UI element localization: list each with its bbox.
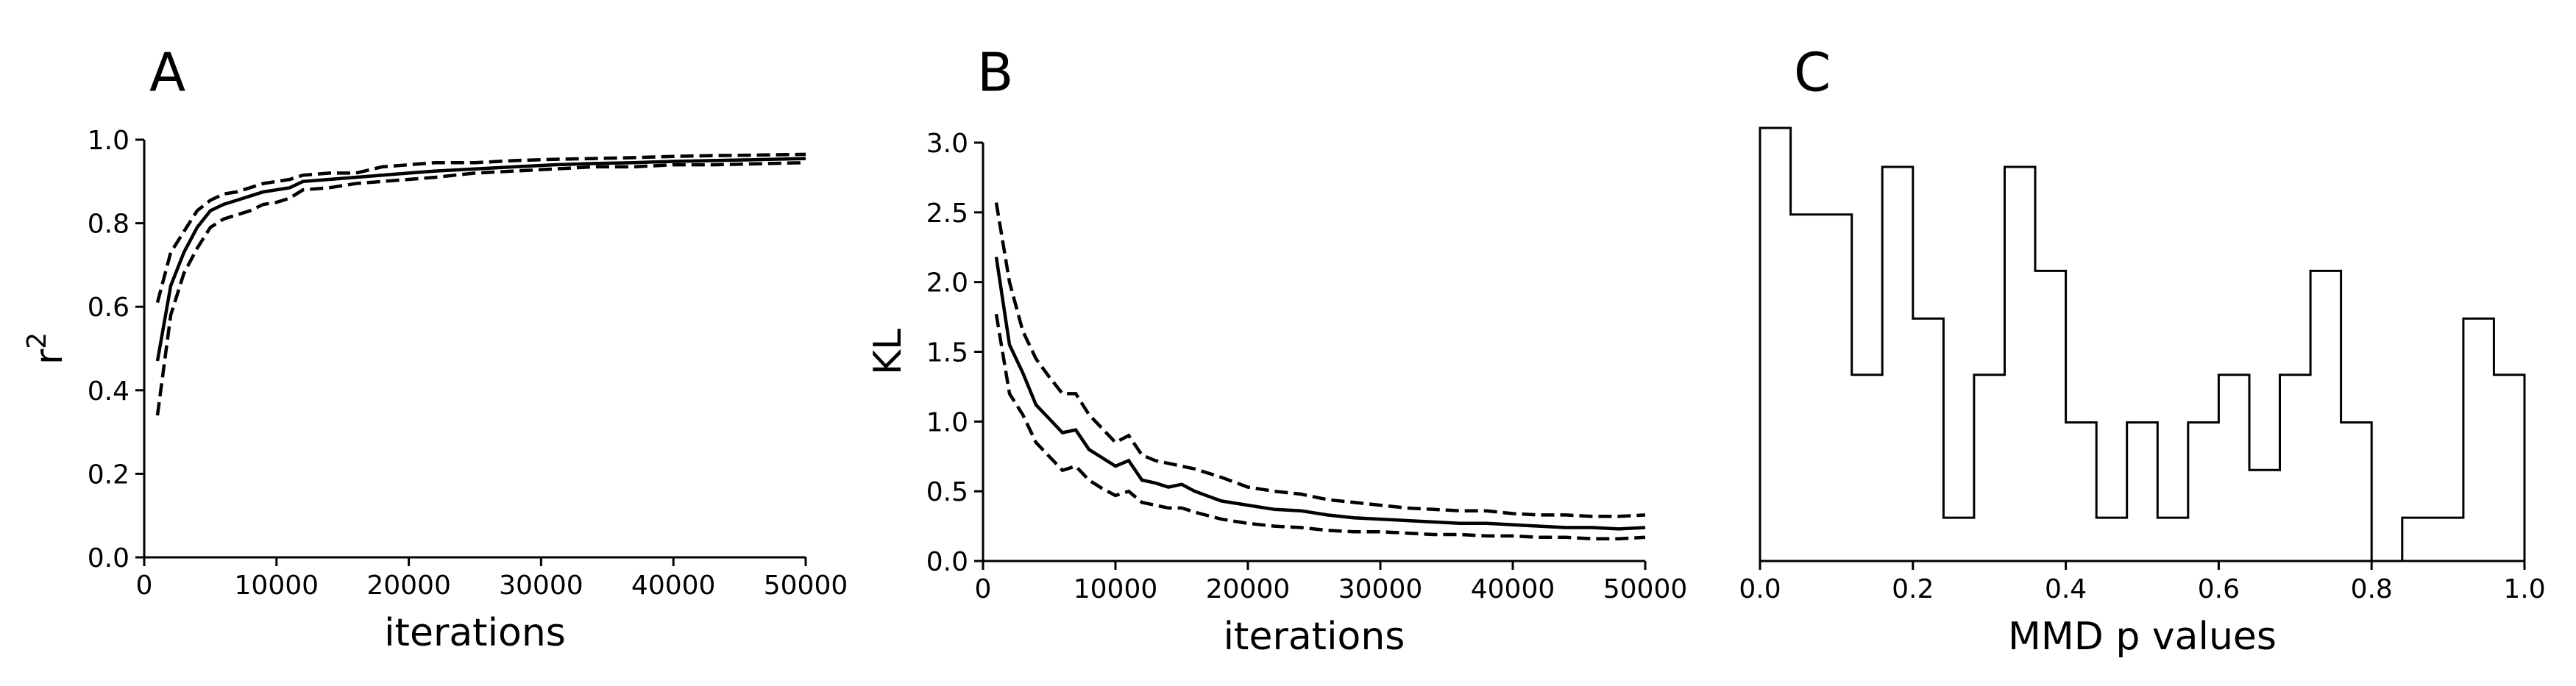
panel-c: C 0.0 0.2 0.4 0.6 0.8 1.0 MMD p values <box>1739 42 2545 659</box>
x-tick-label: 40000 <box>1471 574 1555 604</box>
panel-label: A <box>149 42 185 104</box>
x-tick-label: 10000 <box>235 571 319 601</box>
y-tick-label: 1.5 <box>926 338 968 368</box>
confidence-band-line <box>155 152 806 304</box>
panel-label: C <box>1794 42 1831 104</box>
y-axis-label-superscript: 2 <box>22 332 52 349</box>
y-tick-label: 0.5 <box>926 477 968 507</box>
y-tick-label: 0.8 <box>88 210 129 240</box>
y-tick-label: 0.0 <box>926 547 968 577</box>
y-tick-label: 1.0 <box>88 126 129 156</box>
y-tick-label: 1.0 <box>926 407 968 437</box>
y-tick-label: 0.2 <box>88 460 129 490</box>
mean-line <box>155 157 806 362</box>
y-tick-label: 0.0 <box>88 543 129 574</box>
x-tick-label: 20000 <box>366 571 451 601</box>
y-axis-label: r2 <box>22 332 71 365</box>
x-axis-label: iterations <box>1224 615 1405 659</box>
histogram-step-outline <box>1759 126 2526 562</box>
y-axis-label-text: KL <box>866 329 910 375</box>
x-tick-label: 0.8 <box>2351 574 2393 604</box>
x-tick-label: 30000 <box>499 571 583 601</box>
x-tick-label: 30000 <box>1338 574 1423 604</box>
y-tick-label: 2.0 <box>926 268 968 299</box>
y-tick-label: 0.6 <box>88 293 129 323</box>
x-tick-label: 0 <box>975 574 992 604</box>
x-tick-label: 10000 <box>1074 574 1158 604</box>
y-tick-label: 3.0 <box>926 129 968 159</box>
y-tick-label: 2.5 <box>926 199 968 229</box>
x-tick-label: 0.4 <box>2045 574 2087 604</box>
x-tick-label: 20000 <box>1206 574 1291 604</box>
confidence-band-line <box>994 202 1646 518</box>
panel-label: B <box>977 42 1013 104</box>
mean-line <box>994 257 1646 531</box>
x-axis-label: iterations <box>384 611 566 655</box>
x-tick-label: 1.0 <box>2503 574 2545 604</box>
confidence-band-line <box>155 160 806 416</box>
y-tick-label: 0.4 <box>88 376 129 407</box>
x-tick-label: 0 <box>136 571 153 601</box>
x-tick-label: 0.2 <box>1892 574 1934 604</box>
y-axis-label-text: r <box>27 349 71 365</box>
x-tick-label: 0.0 <box>1739 574 1781 604</box>
panel-a: A 0 10000 20000 30000 40000 50000 0.0 0.2 0.4 0.6 0… <box>22 42 848 655</box>
x-tick-label: 40000 <box>631 571 716 601</box>
x-axis-label: MMD p values <box>2008 615 2277 659</box>
x-tick-label: 50000 <box>764 571 848 601</box>
confidence-band-line <box>994 313 1646 540</box>
x-tick-label: 50000 <box>1603 574 1688 604</box>
y-axis-label: KL <box>866 329 910 375</box>
panel-b: B 0 10000 20000 30000 40000 50000 0.0 0.5 1.0 1.5 2… <box>866 42 1687 659</box>
x-tick-label: 0.6 <box>2198 574 2240 604</box>
